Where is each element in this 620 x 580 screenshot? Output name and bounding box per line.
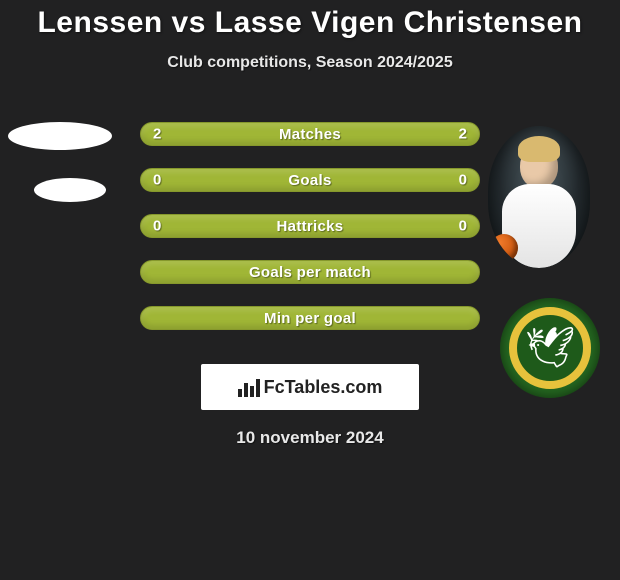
- stat-left-value: 2: [153, 126, 161, 143]
- stat-label: Matches: [279, 126, 341, 143]
- player-left-photo-placeholder-1: [8, 122, 112, 150]
- site-logo-text: FcTables.com: [238, 377, 383, 398]
- stat-label: Goals: [288, 172, 331, 189]
- subtitle: Club competitions, Season 2024/2025: [0, 54, 620, 72]
- stat-label: Min per goal: [264, 310, 356, 327]
- logo-label: FcTables.com: [264, 377, 383, 398]
- stat-left-value: 0: [153, 218, 161, 235]
- stat-row-goals-per-match: Goals per match: [140, 260, 480, 284]
- stat-right-value: 2: [459, 126, 467, 143]
- comparison-card: Lenssen vs Lasse Vigen Christensen Club …: [0, 0, 620, 448]
- stork-icon: 🕊: [525, 328, 576, 368]
- club-badge: 🕊: [500, 298, 600, 398]
- stat-row-hattricks: 0 Hattricks 0: [140, 214, 480, 238]
- stat-label: Goals per match: [249, 264, 371, 281]
- player-left-photo-placeholder-2: [34, 178, 106, 202]
- page-title: Lenssen vs Lasse Vigen Christensen: [0, 0, 620, 40]
- stat-row-goals: 0 Goals 0: [140, 168, 480, 192]
- football-icon: [490, 234, 518, 262]
- stat-row-min-per-goal: Min per goal: [140, 306, 480, 330]
- player-right-photo: [488, 126, 590, 268]
- site-logo: FcTables.com: [201, 364, 419, 410]
- stat-right-value: 0: [459, 218, 467, 235]
- stat-label: Hattricks: [277, 218, 344, 235]
- stat-left-value: 0: [153, 172, 161, 189]
- club-badge-ring: 🕊: [509, 307, 591, 389]
- stat-row-matches: 2 Matches 2: [140, 122, 480, 146]
- player-hair-shape: [518, 136, 560, 162]
- stat-right-value: 0: [459, 172, 467, 189]
- bar-chart-icon: [238, 377, 260, 397]
- date-label: 10 november 2024: [0, 428, 620, 448]
